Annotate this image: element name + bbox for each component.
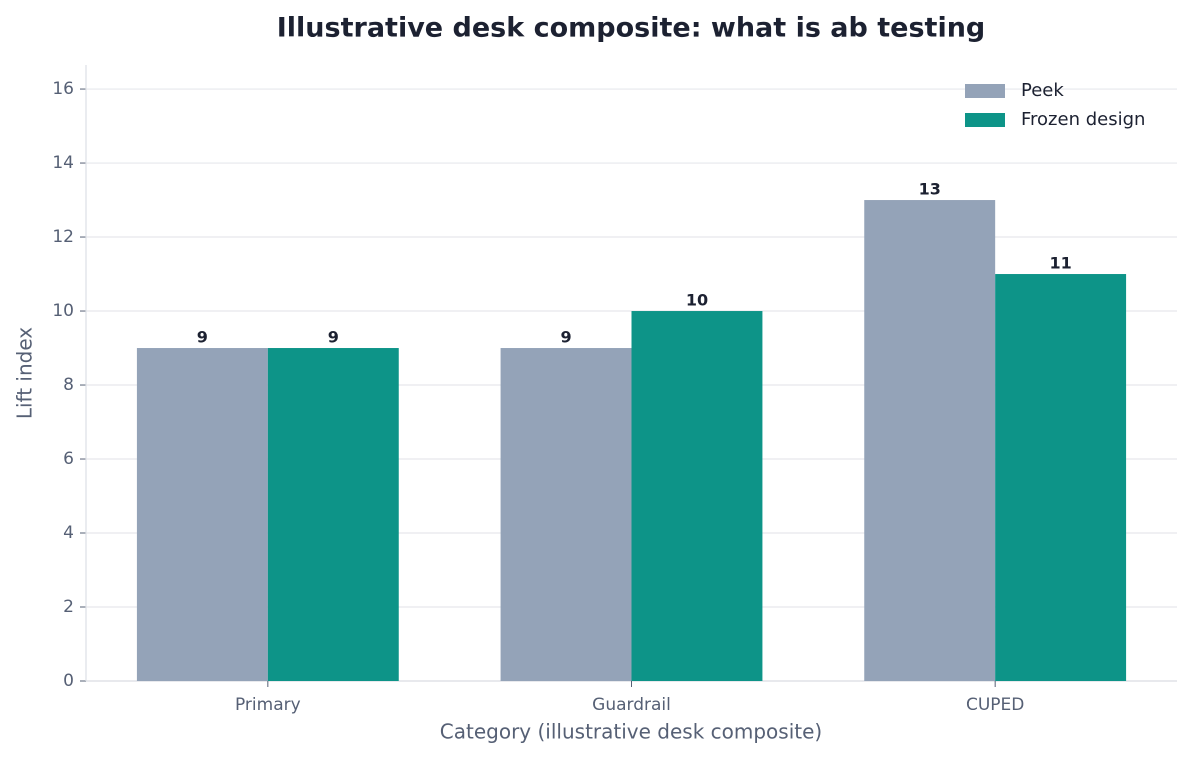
y-tick-label: 6: [63, 449, 74, 469]
bar: [995, 274, 1127, 681]
x-axis-label: Category (illustrative desk composite): [440, 720, 822, 744]
y-tick-label: 16: [52, 79, 74, 99]
bar: [267, 348, 399, 681]
x-tick-label: Primary: [235, 695, 301, 715]
y-tick-label: 2: [63, 597, 74, 617]
value-label: 9: [328, 328, 339, 347]
legend-label: Peek: [1021, 80, 1064, 101]
y-tick-label: 4: [63, 523, 74, 543]
legend-label: Frozen design: [1021, 109, 1145, 130]
bar: [631, 311, 763, 681]
y-tick-label: 10: [52, 301, 74, 321]
bar: [500, 348, 632, 681]
value-label: 11: [1049, 254, 1071, 273]
bar: [136, 348, 268, 681]
chart-title: Illustrative desk composite: what is ab …: [277, 13, 986, 44]
y-axis-label: Lift index: [13, 327, 37, 419]
x-tick-label: CUPED: [966, 695, 1024, 715]
value-label: 10: [686, 291, 708, 310]
value-label: 13: [919, 180, 941, 199]
y-tick-label: 0: [63, 671, 74, 691]
x-tick-label: Guardrail: [592, 695, 671, 715]
value-label: 9: [560, 328, 571, 347]
legend-swatch: [965, 84, 1005, 98]
y-tick-label: 8: [63, 375, 74, 395]
y-tick-label: 12: [52, 227, 74, 247]
bar: [864, 200, 996, 681]
legend-swatch: [965, 113, 1005, 127]
y-tick-label: 14: [52, 153, 74, 173]
value-label: 9: [197, 328, 208, 347]
